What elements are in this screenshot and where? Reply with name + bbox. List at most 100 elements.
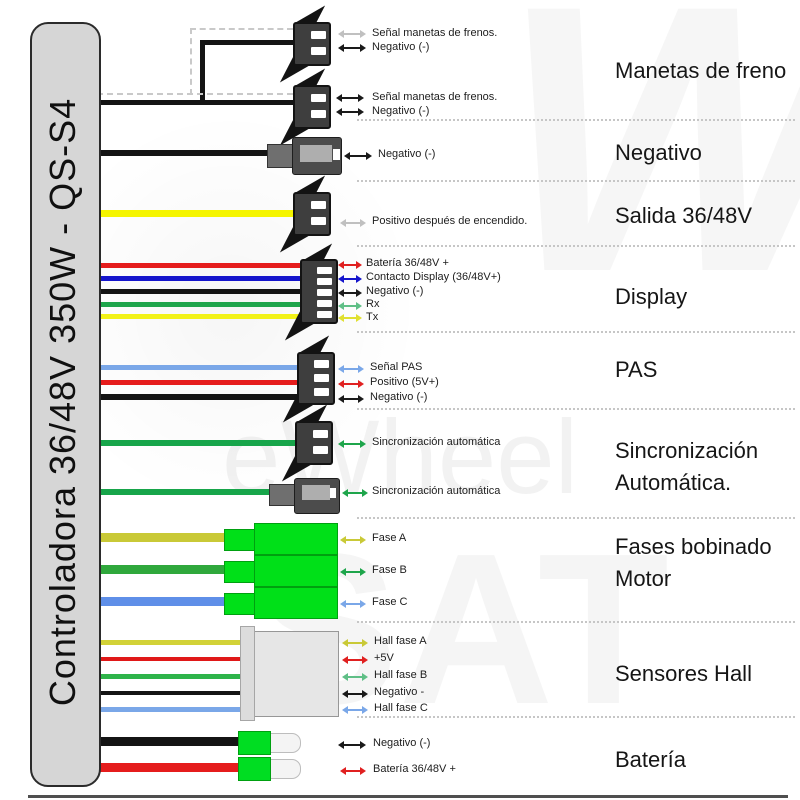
connector-pin [313, 430, 328, 438]
double-arrow-icon [342, 489, 368, 497]
phase-c-connector [254, 587, 338, 619]
brake-signal-dashed-vertical [190, 28, 192, 95]
hall-connector [253, 631, 339, 717]
phase-b-connector [254, 555, 338, 587]
double-arrow-icon [342, 690, 368, 698]
pin-label: Señal manetas de frenos. [372, 91, 498, 103]
display-connector [300, 259, 338, 324]
display-wire-yellow [97, 314, 302, 319]
sync-wire-1 [97, 440, 295, 446]
pin-label: Sincronización automática [372, 436, 501, 448]
double-arrow-icon [340, 767, 366, 775]
brake-wire-branch-vertical [200, 40, 205, 105]
pin-label: +5V [374, 652, 394, 664]
phase-b-connector-small [224, 561, 256, 583]
pin-label: Rx [366, 298, 380, 310]
double-arrow-icon [338, 365, 364, 373]
brake-signal-dashed-main [97, 93, 293, 95]
double-arrow-icon [342, 706, 368, 714]
section-title-sync-line2: Automática. [615, 470, 732, 495]
negative-connector-tip [333, 149, 340, 160]
pin-label: Fase C [372, 596, 408, 608]
double-arrow-icon [340, 536, 366, 544]
pin-label: Positivo después de encendido. [372, 215, 528, 227]
negative-wire [97, 150, 270, 156]
pin-label: Negativo (-) [372, 105, 430, 117]
pin-label: Negativo (-) [373, 737, 431, 749]
battery-connector-positive [238, 757, 271, 781]
connector-pin [311, 31, 326, 39]
display-wire-blue [97, 276, 302, 281]
section-title-fases-line2: Motor [615, 566, 672, 591]
pin-label: Tx [366, 311, 379, 323]
bottom-border-line [28, 795, 788, 798]
controller-box [30, 22, 101, 787]
battery-connector-tip [269, 733, 301, 753]
connector-pin [311, 201, 326, 209]
connector-pin [311, 217, 326, 225]
double-arrow-icon [338, 289, 362, 297]
pin-label: Negativo (-) [378, 148, 436, 160]
display-wire-green [97, 302, 302, 307]
sync-connector-1 [295, 421, 333, 465]
double-arrow-icon [338, 275, 362, 283]
pin-label: Contacto Display (36/48V+) [366, 271, 501, 283]
connector-pin [317, 311, 332, 318]
sync-connector-2-tip [330, 488, 336, 498]
pas-wire-black [97, 394, 297, 400]
section-title-hall: Sensores Hall [615, 661, 752, 686]
pas-wire-red [97, 380, 297, 385]
hall-connector-strip [240, 626, 255, 721]
double-arrow-icon [342, 673, 368, 681]
pin-label: Negativo (-) [366, 285, 424, 297]
connector-pin [317, 289, 332, 296]
phase-c-wire [97, 597, 227, 606]
double-arrow-icon [338, 741, 366, 749]
pin-label: Batería 36/48V + [373, 763, 456, 775]
pin-label: Batería 36/48V + [366, 257, 449, 269]
section-title-salida: Salida 36/48V [615, 203, 752, 228]
section-title-fases-line1: Fases bobinado [615, 534, 772, 559]
separator [357, 119, 795, 121]
double-arrow-icon [344, 152, 372, 160]
battery-wire-red [97, 763, 239, 772]
battery-wire-black [97, 737, 239, 746]
pas-connector [297, 352, 335, 405]
pin-label: Negativo - [374, 686, 425, 698]
battery-connector-tip [269, 759, 301, 779]
brake-wire-main [97, 100, 297, 105]
double-arrow-icon [338, 44, 366, 52]
separator [357, 408, 795, 410]
pin-label: Fase B [372, 564, 407, 576]
separator [357, 180, 795, 182]
pin-label: Hall fase C [374, 702, 428, 714]
separator [357, 517, 795, 519]
section-title-display: Display [615, 284, 688, 309]
connector-pin [311, 110, 326, 118]
brake-connector-2 [293, 85, 331, 129]
output-wire-yellow [97, 210, 293, 217]
double-arrow-icon [342, 656, 368, 664]
section-title-bateria: Batería [615, 747, 686, 772]
connector-pin [311, 94, 326, 102]
pas-wire-lightblue [97, 365, 297, 370]
pin-label: Positivo (5V+) [370, 376, 439, 388]
hall-wire-green [97, 674, 242, 679]
connector-pin [317, 278, 332, 285]
pin-label: Sincronización automática [372, 485, 501, 497]
double-arrow-icon [338, 314, 362, 322]
double-arrow-icon [340, 600, 366, 608]
hall-wire-black [97, 691, 242, 695]
connector-pin [313, 446, 328, 454]
brake-wire-branch-top [200, 40, 297, 45]
sync-wire-2 [97, 489, 272, 495]
negative-connector-inner [300, 145, 332, 162]
double-arrow-icon [338, 380, 364, 388]
separator [357, 331, 795, 333]
phase-a-wire [97, 533, 227, 542]
connector-pin [317, 267, 332, 274]
connector-pin [314, 374, 329, 382]
pin-label: Fase A [372, 532, 407, 544]
pin-label: Negativo (-) [372, 41, 430, 53]
